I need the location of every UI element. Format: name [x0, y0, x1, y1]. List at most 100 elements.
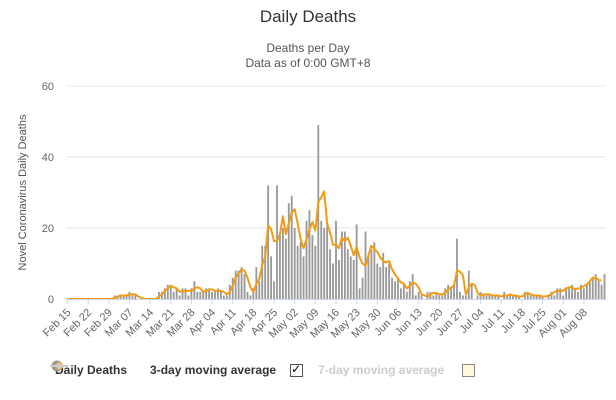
daily-deaths-bar[interactable] — [456, 238, 458, 299]
daily-deaths-bar[interactable] — [261, 245, 264, 299]
daily-deaths-bar[interactable] — [538, 295, 541, 299]
daily-deaths-bar[interactable] — [225, 295, 228, 299]
daily-deaths-bar[interactable] — [385, 267, 388, 299]
daily-deaths-bar[interactable] — [550, 291, 553, 299]
daily-deaths-bar[interactable] — [397, 277, 399, 299]
daily-deaths-bar[interactable] — [231, 277, 234, 299]
daily-deaths-bar[interactable] — [211, 291, 213, 299]
daily-deaths-bar[interactable] — [453, 284, 455, 299]
daily-deaths-bar[interactable] — [370, 249, 373, 299]
daily-deaths-bar[interactable] — [509, 295, 512, 299]
daily-deaths-bar[interactable] — [169, 284, 172, 299]
daily-deaths-bar[interactable] — [597, 281, 600, 299]
daily-deaths-bar[interactable] — [568, 288, 571, 299]
daily-deaths-bar[interactable] — [594, 274, 597, 299]
daily-deaths-bar[interactable] — [376, 263, 379, 300]
daily-deaths-bar[interactable] — [461, 295, 464, 299]
legend-item-7day[interactable]: 7-day moving average — [50, 362, 444, 377]
daily-deaths-bar[interactable] — [311, 235, 314, 299]
daily-deaths-bar[interactable] — [279, 235, 281, 299]
daily-deaths-bar[interactable] — [582, 288, 585, 299]
daily-deaths-bar[interactable] — [467, 270, 470, 299]
daily-deaths-bar[interactable] — [459, 291, 461, 299]
daily-deaths-bar[interactable] — [343, 231, 346, 299]
daily-deaths-bar[interactable] — [382, 252, 385, 299]
daily-deaths-bar[interactable] — [394, 281, 396, 299]
daily-deaths-bar[interactable] — [128, 291, 131, 299]
daily-deaths-bar[interactable] — [314, 245, 317, 299]
3day-checkbox[interactable] — [290, 362, 304, 377]
daily-deaths-bar[interactable] — [547, 295, 550, 299]
daily-deaths-bar[interactable] — [526, 291, 529, 299]
daily-deaths-bar[interactable] — [349, 256, 352, 299]
daily-deaths-bar[interactable] — [193, 281, 196, 299]
daily-deaths-bar[interactable] — [252, 288, 255, 299]
daily-deaths-bar[interactable] — [420, 295, 423, 299]
daily-deaths-bar[interactable] — [199, 291, 202, 299]
daily-deaths-bar[interactable] — [258, 281, 261, 299]
daily-deaths-bar[interactable] — [482, 295, 485, 299]
daily-deaths-bar[interactable] — [299, 242, 302, 299]
daily-deaths-bar[interactable] — [234, 270, 237, 299]
daily-deaths-bar[interactable] — [408, 281, 411, 299]
daily-deaths-bar[interactable] — [273, 281, 275, 299]
daily-deaths-bar[interactable] — [293, 228, 296, 299]
daily-deaths-bar[interactable] — [355, 224, 358, 299]
daily-deaths-bar[interactable] — [166, 284, 169, 299]
daily-deaths-bar[interactable] — [515, 295, 517, 299]
daily-deaths-bar[interactable] — [181, 288, 184, 299]
daily-deaths-bar[interactable] — [196, 291, 199, 299]
daily-deaths-bar[interactable] — [585, 284, 588, 299]
daily-deaths-bar[interactable] — [222, 295, 225, 299]
daily-deaths-bar[interactable] — [491, 295, 494, 299]
daily-deaths-bar[interactable] — [175, 288, 178, 299]
daily-deaths-bar[interactable] — [305, 220, 308, 299]
daily-deaths-bar[interactable] — [267, 185, 270, 299]
daily-deaths-bar[interactable] — [388, 263, 391, 300]
daily-deaths-bar[interactable] — [441, 295, 444, 299]
daily-deaths-bar[interactable] — [276, 185, 278, 299]
daily-deaths-bar[interactable] — [317, 125, 320, 299]
daily-deaths-bar[interactable] — [485, 295, 488, 299]
daily-deaths-bar[interactable] — [529, 295, 532, 299]
daily-deaths-bar[interactable] — [240, 267, 243, 299]
daily-deaths-bar[interactable] — [532, 295, 535, 299]
daily-deaths-bar[interactable] — [131, 295, 134, 299]
daily-deaths-bar[interactable] — [270, 256, 272, 299]
daily-deaths-bar[interactable] — [391, 277, 393, 299]
daily-deaths-bar[interactable] — [553, 295, 556, 299]
daily-deaths-bar[interactable] — [246, 291, 249, 299]
daily-deaths-bar[interactable] — [559, 288, 562, 299]
daily-deaths-bar[interactable] — [506, 295, 509, 299]
daily-deaths-bar[interactable] — [591, 277, 594, 299]
daily-deaths-bar[interactable] — [172, 291, 175, 299]
daily-deaths-bar[interactable] — [264, 245, 267, 299]
daily-deaths-bar[interactable] — [178, 295, 181, 299]
daily-deaths-bar[interactable] — [320, 220, 323, 299]
daily-deaths-bar[interactable] — [281, 228, 284, 299]
daily-deaths-bar[interactable] — [308, 210, 311, 299]
daily-deaths-bar[interactable] — [405, 291, 408, 299]
daily-deaths-bar[interactable] — [284, 238, 287, 299]
daily-deaths-bar[interactable] — [290, 196, 293, 299]
daily-deaths-bar[interactable] — [332, 263, 334, 300]
daily-deaths-bar[interactable] — [438, 295, 441, 299]
daily-deaths-bar[interactable] — [577, 291, 579, 299]
daily-deaths-bar[interactable] — [488, 295, 491, 299]
daily-deaths-bar[interactable] — [400, 288, 402, 299]
daily-deaths-bar[interactable] — [379, 267, 382, 299]
daily-deaths-bar[interactable] — [323, 228, 326, 299]
daily-deaths-bar[interactable] — [335, 220, 337, 299]
daily-deaths-bar[interactable] — [122, 295, 125, 299]
daily-deaths-bar[interactable] — [208, 288, 211, 299]
daily-deaths-bar[interactable] — [565, 288, 568, 299]
daily-deaths-bar[interactable] — [476, 295, 479, 299]
daily-deaths-bar[interactable] — [574, 288, 576, 299]
daily-deaths-bar[interactable] — [470, 284, 473, 299]
daily-deaths-bar[interactable] — [205, 288, 208, 299]
daily-deaths-bar[interactable] — [435, 291, 438, 299]
daily-deaths-bar[interactable] — [447, 284, 450, 299]
daily-deaths-bar[interactable] — [220, 291, 222, 299]
daily-deaths-bar[interactable] — [414, 295, 417, 299]
daily-deaths-bar[interactable] — [329, 249, 332, 299]
